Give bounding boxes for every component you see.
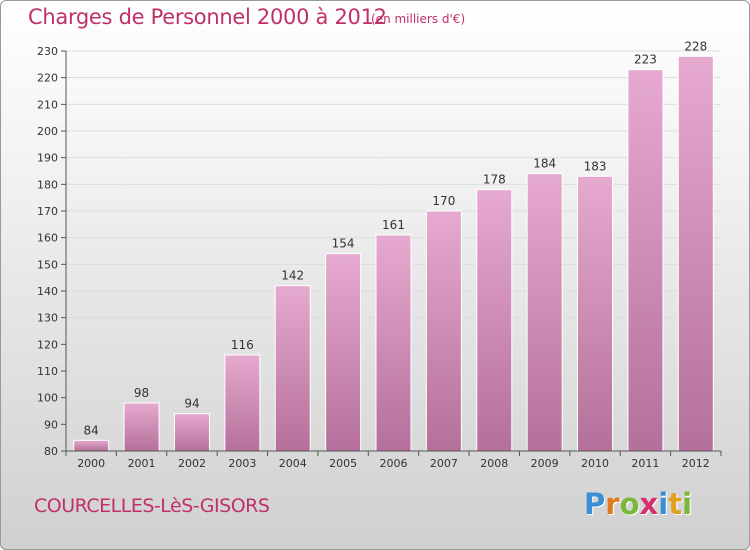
proxiti-logo: Proxiti [584, 487, 692, 521]
data-label-2000: 84 [84, 423, 99, 437]
data-label-2002: 94 [184, 397, 199, 411]
x-tick-label-2007: 2007 [430, 457, 458, 470]
y-tick-label: 100 [37, 392, 58, 405]
logo-letter: x [639, 487, 659, 521]
x-tick-label-2002: 2002 [178, 457, 206, 470]
data-label-2007: 170 [432, 194, 455, 208]
data-label-2008: 178 [483, 173, 506, 187]
x-tick-label-2008: 2008 [480, 457, 508, 470]
logo-letter: r [605, 487, 620, 521]
y-tick-label: 230 [37, 45, 58, 58]
x-tick-label-2001: 2001 [128, 457, 156, 470]
x-tick-label-2009: 2009 [531, 457, 559, 470]
y-tick-label: 120 [37, 338, 58, 351]
data-label-2012: 228 [684, 39, 707, 53]
y-tick-label: 190 [37, 152, 58, 165]
y-tick-label: 150 [37, 258, 58, 271]
x-tick-label-2011: 2011 [631, 457, 659, 470]
x-tick-label-2010: 2010 [581, 457, 609, 470]
data-label-2010: 183 [584, 159, 607, 173]
y-tick-label: 200 [37, 125, 58, 138]
y-tick-label: 210 [37, 98, 58, 111]
data-label-2006: 161 [382, 218, 405, 232]
bar-2012 [677, 55, 714, 452]
data-label-2011: 223 [634, 53, 657, 67]
chart-subtitle: (en milliers d'€) [371, 12, 466, 26]
x-tick-label-2003: 2003 [228, 457, 256, 470]
y-tick-label: 130 [37, 312, 58, 325]
y-tick-label: 180 [37, 178, 58, 191]
data-label-2003: 116 [231, 338, 254, 352]
bar-2002 [173, 413, 210, 452]
x-tick-label-2000: 2000 [77, 457, 105, 470]
x-tick-label-2005: 2005 [329, 457, 357, 470]
data-label-2009: 184 [533, 157, 556, 171]
logo-letter: o [619, 487, 640, 521]
data-label-2004: 142 [281, 269, 304, 283]
commune-name: COURCELLES-LèS-GISORS [34, 495, 270, 517]
data-labels: 84 98 94 116 142 154 161 170 178 184 183 223 228 [84, 39, 708, 437]
x-axis: 2000 2001 2002 2003 2004 2005 2006 2007 2008 2009… [65, 450, 722, 470]
y-tick-label: 80 [44, 445, 58, 458]
y-tick-label: 160 [37, 232, 58, 245]
bar-2000 [73, 439, 110, 452]
x-tick-label-2006: 2006 [380, 457, 408, 470]
bar-2009 [526, 173, 563, 452]
y-tick-label: 140 [37, 285, 58, 298]
logo-letter: i [682, 487, 693, 521]
bar-2005 [325, 253, 362, 452]
bar-2010 [577, 175, 614, 452]
bars [73, 55, 714, 452]
logo-letter: t [668, 487, 683, 521]
data-label-2001: 98 [134, 386, 149, 400]
bar-2003 [224, 354, 261, 452]
bar-2011 [627, 69, 664, 452]
bar-2001 [123, 402, 160, 452]
x-tick-label-2004: 2004 [279, 457, 307, 470]
y-tick-label: 220 [37, 72, 58, 85]
chart-title: Charges de Personnel 2000 à 2012 [28, 5, 387, 29]
y-tick-label: 90 [44, 418, 58, 431]
bar-2007 [425, 210, 462, 452]
data-label-2005: 154 [332, 237, 355, 251]
y-tick-label: 170 [37, 205, 58, 218]
logo-letter: i [658, 487, 669, 521]
y-axis: 80 90 100 110 120 130 140 150 160 170 180 190 200 210… [37, 45, 67, 458]
bar-2004 [274, 285, 311, 452]
bar-2006 [375, 234, 412, 452]
logo-letter: P [584, 487, 606, 521]
x-tick-label-2012: 2012 [682, 457, 710, 470]
bar-2008 [476, 189, 513, 452]
y-tick-label: 110 [37, 365, 58, 378]
